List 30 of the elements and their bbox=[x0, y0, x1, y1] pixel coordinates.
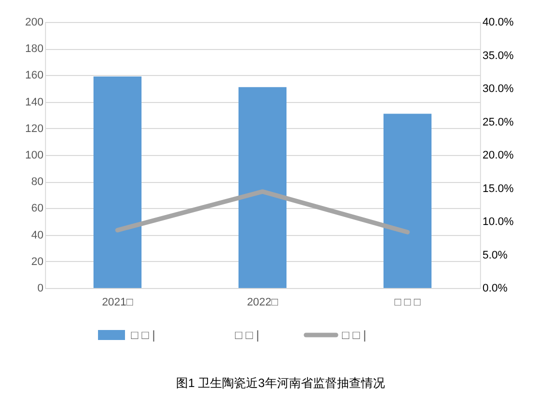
legend-label: □ □ | bbox=[342, 328, 366, 342]
bar bbox=[384, 114, 432, 288]
y2-tick-label: 40.0% bbox=[482, 16, 514, 28]
y2-tick-label: 0.0% bbox=[482, 282, 508, 294]
y2-tick-label: 5.0% bbox=[482, 249, 508, 262]
y2-tick-label: 30.0% bbox=[482, 83, 514, 95]
y2-tick-label: 25.0% bbox=[482, 116, 514, 128]
y2-tick-label: 35.0% bbox=[482, 50, 514, 62]
x-tick-label: 2021□ bbox=[102, 296, 134, 308]
y-tick-label: 0 bbox=[37, 282, 44, 294]
y-tick-label: 100 bbox=[25, 150, 44, 162]
text: □ □ | bbox=[235, 328, 260, 342]
y-tick-label: 20 bbox=[31, 256, 44, 268]
y-tick-label: 40 bbox=[31, 229, 44, 242]
y2-tick-label: 15.0% bbox=[482, 182, 514, 195]
y-tick-label: 80 bbox=[31, 176, 44, 188]
y-tick-label: 200 bbox=[25, 16, 44, 28]
legend-label: □ □ | bbox=[131, 328, 156, 342]
text: 图1 卫生陶瓷近3年河南省监督抽查情况 bbox=[176, 376, 385, 390]
bar bbox=[94, 76, 142, 288]
y-tick-label: 140 bbox=[25, 96, 44, 108]
y-tick-label: 160 bbox=[25, 70, 44, 82]
y-tick-label: 180 bbox=[25, 43, 44, 56]
y-tick-label: 120 bbox=[25, 122, 44, 135]
y2-tick-label: 20.0% bbox=[482, 150, 514, 162]
x-tick-label: □ □ □ bbox=[394, 296, 421, 308]
y2-tick-label: 10.0% bbox=[482, 216, 514, 228]
bar bbox=[238, 87, 286, 288]
x-tick-label: 2022□ bbox=[246, 296, 278, 308]
y-tick-label: 60 bbox=[31, 202, 44, 215]
